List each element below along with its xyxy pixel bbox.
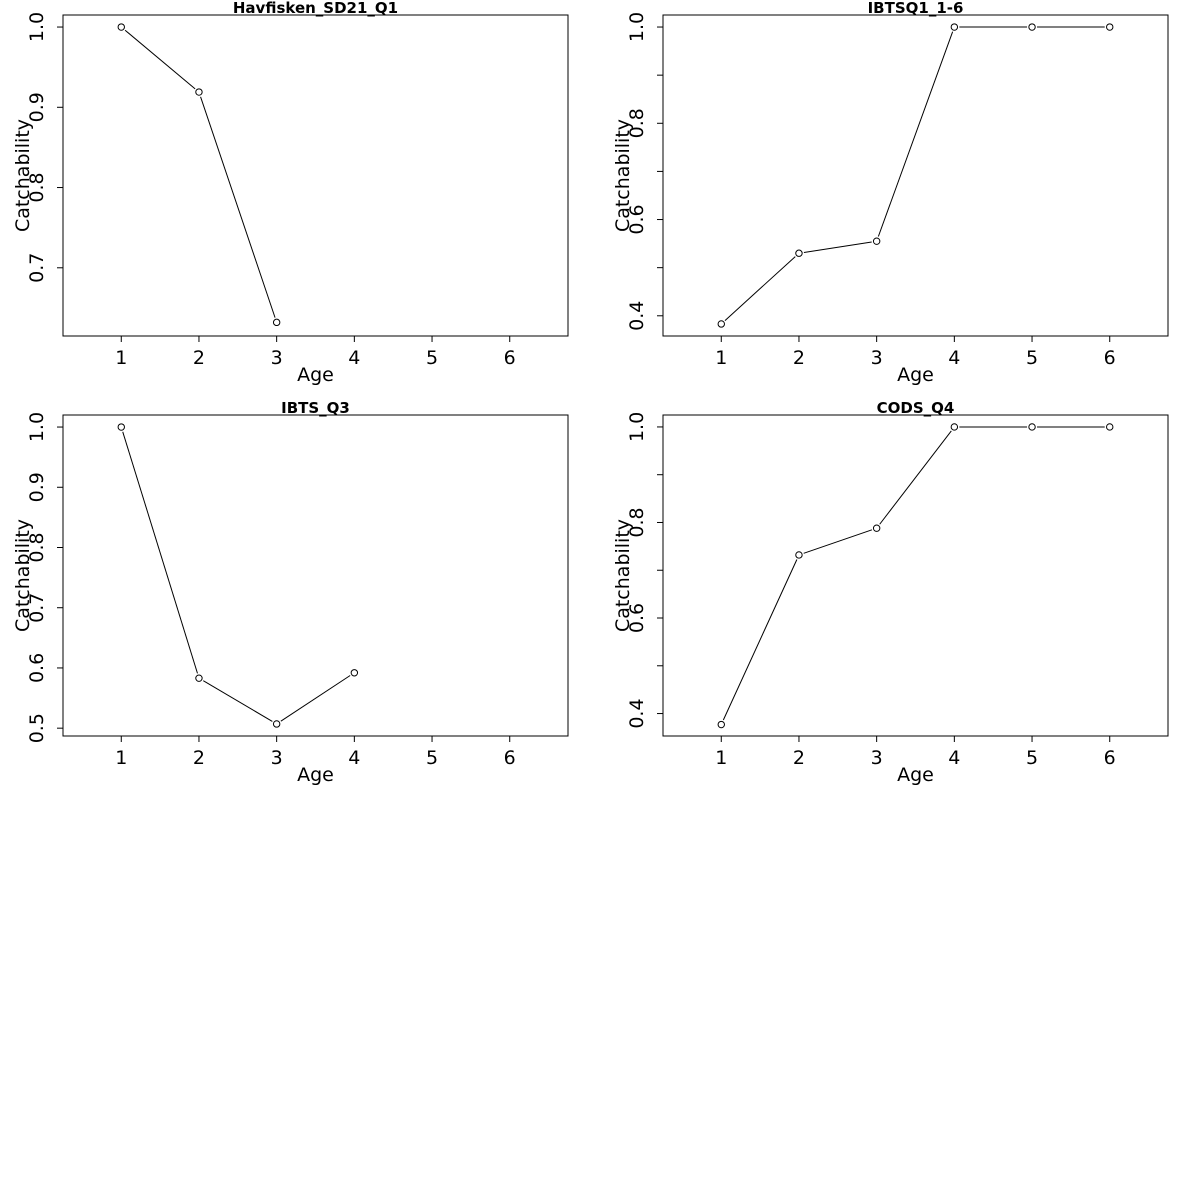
y-tick-label: 0.8 (26, 172, 48, 202)
data-point (872, 237, 881, 245)
x-tick-label: 6 (1104, 747, 1116, 769)
x-tick-label: 4 (948, 747, 960, 769)
series-line-segment (122, 431, 198, 674)
x-axis-label: Age (297, 764, 334, 786)
series-line-segment (200, 96, 276, 318)
data-point (117, 23, 125, 31)
plot-frame (62, 14, 569, 337)
x-tick-label: 6 (504, 747, 516, 769)
chart-panel-2: IBTSQ1_1-6 1 2 3 4 5 6 0.4 0.6 0.8 1.0 Age Catchabil… (612, 0, 1169, 386)
y-axis-label: Catchability (12, 519, 34, 632)
plot-frame (662, 414, 1169, 737)
y-tick-label: 0.9 (26, 472, 48, 502)
chart-title: IBTSQ1_1-6 (868, 0, 964, 17)
x-tick-label: 6 (504, 347, 516, 369)
data-point (195, 674, 203, 682)
plot-frame (62, 414, 569, 737)
data-point (350, 669, 359, 677)
series-line-segment (124, 29, 196, 90)
y-axis-label: Catchability (612, 119, 634, 232)
x-tick-label: 1 (715, 747, 727, 769)
data-point (872, 524, 881, 532)
data-point (272, 318, 281, 327)
data-point (1028, 423, 1036, 431)
data-point (272, 720, 281, 728)
y-axis-label: Catchability (12, 119, 34, 232)
data-point (1106, 23, 1114, 31)
y-tick-label: 0.4 (626, 698, 648, 728)
x-axis-label: Age (897, 764, 934, 786)
x-tick-label: 1 (115, 747, 127, 769)
chart-panel-3: IBTS_Q3 1 2 3 4 5 6 0.5 0.6 0.7 0.8 0.9 1.0 Age Catcha… (12, 399, 569, 786)
x-axis-label: Age (297, 364, 334, 386)
series-line-segment (877, 31, 954, 237)
data-point (950, 423, 959, 431)
x-tick-label: 3 (871, 347, 883, 369)
x-tick-label: 5 (426, 347, 438, 369)
data-point (795, 551, 803, 559)
y-tick-label: 0.8 (626, 507, 648, 537)
y-tick-label: 1.0 (26, 12, 48, 42)
chart-panel-1: Havfisken_SD21_Q1 1 2 3 4 5 6 0.7 0.8 0.9 1.0 Age Ca… (12, 0, 569, 386)
series-line-segment (724, 256, 796, 321)
x-tick-label: 4 (348, 747, 360, 769)
y-tick-label: 1.0 (626, 12, 648, 42)
x-tick-label: 1 (715, 347, 727, 369)
x-tick-label: 1 (115, 347, 127, 369)
y-tick-label: 0.4 (626, 301, 648, 331)
data-point (1028, 23, 1036, 31)
y-tick-label: 1.0 (26, 412, 48, 442)
x-tick-label: 4 (948, 347, 960, 369)
x-axis-label: Age (897, 364, 934, 386)
x-tick-label: 2 (793, 747, 805, 769)
y-tick-label: 0.6 (26, 653, 48, 683)
x-tick-label: 5 (1026, 747, 1038, 769)
x-tick-label: 2 (193, 347, 205, 369)
data-point (795, 249, 803, 257)
plot-frame (662, 14, 1169, 337)
y-tick-label: 0.8 (626, 108, 648, 138)
y-tick-label: 0.6 (626, 204, 648, 234)
y-tick-label: 1.0 (626, 412, 648, 442)
data-point (195, 88, 203, 96)
x-tick-label: 4 (348, 347, 360, 369)
y-tick-label: 0.7 (26, 253, 48, 283)
data-point (950, 23, 959, 31)
chart-panel-4: CODS_Q4 1 2 3 4 5 6 0.4 0.6 0.8 1.0 Age Catchability (612, 399, 1169, 786)
y-tick-label: 0.5 (26, 713, 48, 743)
series-line-segment (803, 241, 872, 253)
x-tick-label: 3 (871, 747, 883, 769)
data-point (717, 320, 725, 328)
data-point (1106, 423, 1114, 431)
x-tick-label: 3 (271, 347, 283, 369)
y-axis-label: Catchability (612, 519, 634, 632)
x-tick-label: 5 (426, 747, 438, 769)
x-tick-label: 3 (271, 747, 283, 769)
x-tick-label: 2 (793, 347, 805, 369)
x-tick-label: 5 (1026, 347, 1038, 369)
chart-title: Havfisken_SD21_Q1 (233, 0, 398, 17)
x-tick-label: 6 (1104, 347, 1116, 369)
series-line-segment (879, 430, 952, 525)
y-tick-label: 0.9 (26, 92, 48, 122)
series-line-segment (803, 529, 873, 554)
x-tick-label: 2 (193, 747, 205, 769)
series-line-segment (203, 680, 273, 722)
y-tick-label: 0.8 (26, 532, 48, 562)
chart-title: IBTS_Q3 (281, 399, 350, 417)
y-tick-label: 0.7 (26, 593, 48, 623)
data-point (117, 423, 125, 431)
series-line-segment (722, 559, 798, 721)
chart-title: CODS_Q4 (877, 399, 955, 417)
data-point (717, 720, 725, 729)
series-line-segment (280, 675, 351, 722)
y-tick-label: 0.6 (626, 603, 648, 633)
